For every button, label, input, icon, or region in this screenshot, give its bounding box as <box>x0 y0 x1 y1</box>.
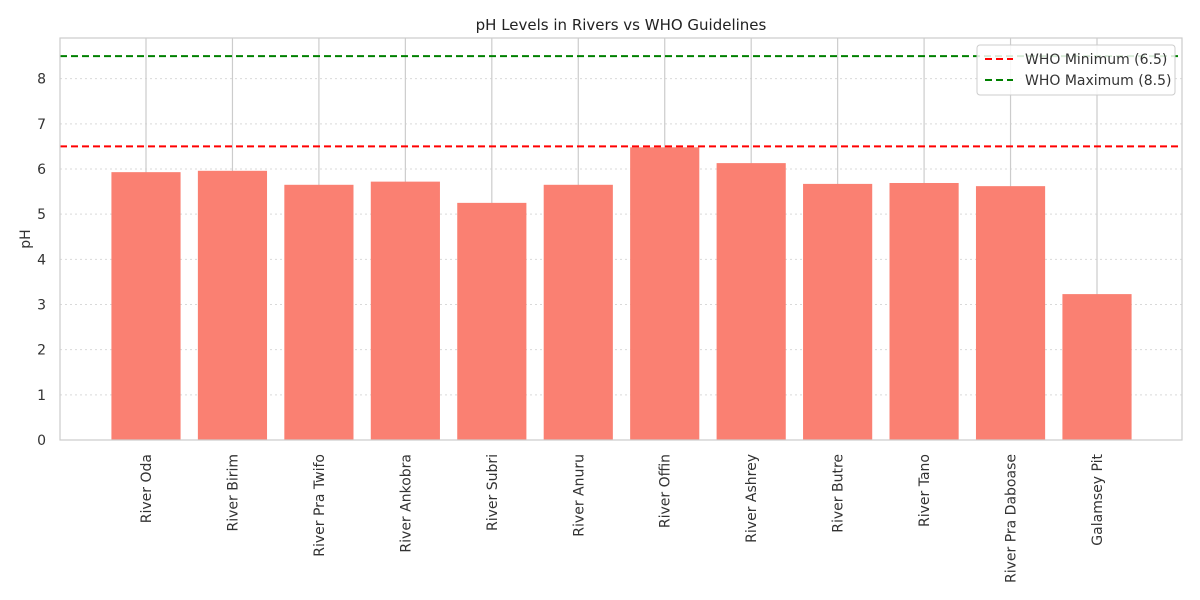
y-tick-label: 8 <box>37 72 46 88</box>
x-tick-label: River Pra Twifo <box>312 454 328 557</box>
y-tick-label: 0 <box>37 433 46 449</box>
bar <box>975 186 1046 440</box>
y-tick-label: 1 <box>37 388 46 404</box>
x-tick-label: River Ankobra <box>398 454 414 553</box>
y-tick-label: 3 <box>37 297 46 313</box>
legend-label: WHO Minimum (6.5) <box>1025 52 1167 68</box>
x-tick-label: River Birim <box>225 454 241 532</box>
x-tick-label: River Offin <box>658 454 674 528</box>
bar <box>197 170 268 440</box>
y-tick-label: 2 <box>37 343 46 359</box>
legend-box <box>976 44 1176 96</box>
bar <box>284 184 354 440</box>
x-tick-label: River Oda <box>139 454 155 523</box>
x-tick-label: River Pra Daboase <box>1004 454 1020 583</box>
x-tick-label: River Anuru <box>571 454 587 537</box>
x-tick-label: River Subri <box>485 454 501 531</box>
plot-frame <box>59 37 1183 441</box>
y-tick-label: 6 <box>37 162 46 178</box>
bar <box>889 182 959 440</box>
legend: WHO Minimum (6.5) WHO Maximum (8.5) <box>976 44 1176 96</box>
bars-layer <box>111 147 1132 440</box>
y-tick-label: 7 <box>37 117 46 133</box>
x-axis-ticks: River Oda River Birim River Pra Twifo River… <box>139 454 1106 584</box>
x-tick-label: River Tano <box>917 454 933 527</box>
bar <box>1062 294 1132 440</box>
x-tick-label: River Ashrey <box>744 454 760 543</box>
chart-title: pH Levels in Rivers vs WHO Guidelines <box>476 16 767 34</box>
y-tick-label: 5 <box>37 207 46 223</box>
bar <box>803 183 873 440</box>
x-tick-label: River Butre <box>831 454 847 533</box>
bar <box>543 184 613 440</box>
bar <box>716 163 786 440</box>
legend-label: WHO Maximum (8.5) <box>1025 73 1171 89</box>
bar <box>370 181 440 440</box>
x-tick-label: Galamsey Pit <box>1090 454 1106 546</box>
y-axis-ticks: 0 1 2 3 4 5 6 7 8 <box>37 72 46 449</box>
y-axis-label: pH <box>18 229 34 248</box>
bar <box>457 202 527 440</box>
bar <box>111 172 181 440</box>
bar <box>630 147 700 440</box>
y-tick-label: 4 <box>37 252 46 268</box>
